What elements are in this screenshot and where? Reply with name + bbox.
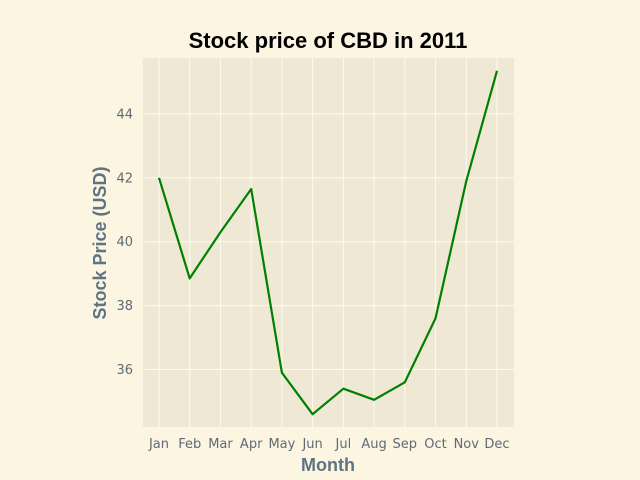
y-tick-label: 38 [116,299,133,314]
series-line [157,70,499,416]
y-axis-label: Stock Price (USD) [90,166,110,319]
x-tick-label: Aug [361,437,386,452]
x-tick-label: Dec [484,437,509,452]
x-axis-label: Month [301,455,355,475]
x-tick-label: Jan [148,437,169,452]
y-tick-label: 42 [116,171,133,186]
x-tick-label: Jul [335,437,352,452]
x-tick-label: Nov [454,437,480,452]
y-tick-label: 44 [116,107,133,122]
plot-area [143,58,514,427]
x-tick-label: Jun [301,437,322,452]
y-tick-label: 40 [116,235,133,250]
x-tick-label: Mar [208,437,233,452]
y-axis-ticks: 36 38 40 42 44 [116,107,133,378]
x-tick-label: Sep [393,437,418,452]
series-layer [157,70,499,416]
grid-lines [143,58,514,427]
chart-title: Stock price of CBD in 2011 [189,28,468,53]
x-axis-ticks: Jan Feb Mar Apr May Jun Jul Aug Sep Oct Nov Dec [148,437,510,452]
x-tick-label: Oct [424,437,446,452]
x-tick-label: Apr [240,437,263,452]
x-tick-label: Feb [178,437,201,452]
x-tick-label: May [268,437,295,452]
y-tick-label: 36 [116,363,133,378]
